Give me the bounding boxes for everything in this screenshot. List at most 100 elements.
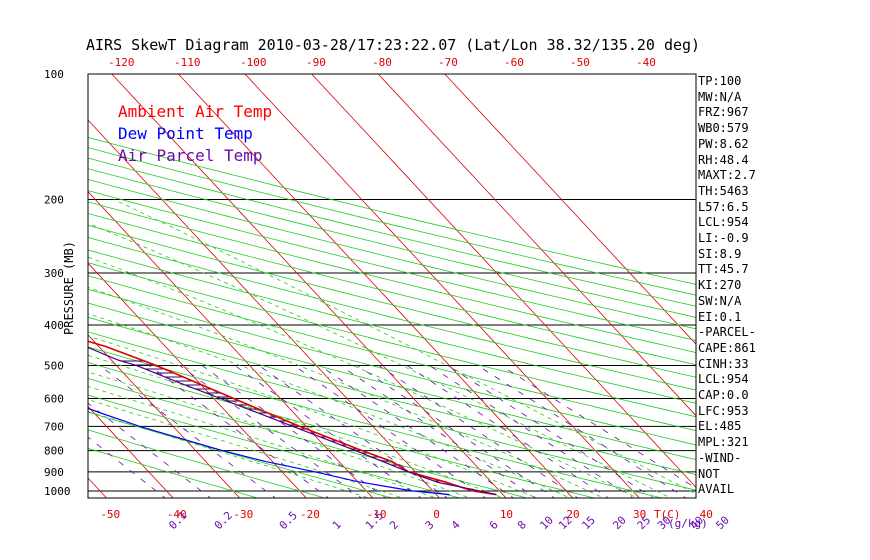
top-temp-tick-label: -120 (108, 56, 135, 69)
mixing-ratio-label: 2 (387, 518, 401, 532)
stat-item: TP:100 (698, 74, 742, 88)
pressure-tick-label: 200 (44, 194, 64, 207)
stat-item: FRZ:967 (698, 105, 749, 120)
dry-adiabat-line (88, 331, 696, 491)
mixing-ratio-label: 6 (487, 518, 501, 532)
isotherm-line (244, 74, 640, 498)
isotherm-line (88, 334, 241, 498)
top-temp-tick-label: -110 (174, 56, 201, 69)
stat-item: LCL:954 (698, 215, 749, 230)
bottom-temp-tick-label: -40 (167, 508, 187, 521)
stat-item: LI:-0.9 (698, 231, 749, 245)
mixing-ratio-label: 0.5 (277, 509, 300, 532)
stat-item: -PARCEL- (698, 325, 756, 340)
moist-adiabat-line (88, 354, 505, 498)
stat-item: CAPE:861 (698, 340, 756, 355)
stat-item: SI:8.9 (698, 246, 742, 261)
mixing-ratio-line (234, 365, 422, 498)
isotherm-line (88, 262, 307, 498)
isotherm-line (0, 74, 42, 500)
stat-item: SW:N/A (698, 293, 742, 308)
top-temp-tick-label: -50 (570, 56, 590, 69)
stat-item: CINH:33 (698, 356, 749, 371)
dry-adiabat-line (88, 224, 696, 378)
dry-adiabat-line (88, 302, 696, 460)
mixing-ratio-label: 0.2 (212, 509, 235, 532)
mixing-ratio-label: 15 (579, 514, 598, 533)
y-axis-label: PRESSURE (MB) (62, 241, 76, 335)
plot-area (0, 74, 696, 500)
stat-item: MPL:321 (698, 435, 749, 450)
stat-item: CAP:0.0 (698, 388, 749, 402)
moist-adiabat-line (88, 313, 572, 498)
stat-item: -WIND- (698, 450, 742, 465)
moist-adiabat-line (88, 399, 404, 498)
dry-adiabat-line (88, 411, 394, 498)
parcel-temp-line (88, 346, 497, 496)
mixing-ratio-line (293, 365, 487, 498)
top-temp-tick-label: -80 (372, 56, 392, 69)
mixing-ratio-label: 20 (610, 514, 629, 533)
moist-adiabat-line (88, 222, 672, 498)
dry-adiabat-line (88, 447, 260, 498)
dry-adiabat-line (88, 362, 597, 498)
bottom-temp-tick-label: 20 (566, 508, 579, 521)
isotherm-line (377, 74, 696, 417)
grid-lines (88, 73, 696, 492)
isotherm-line (88, 477, 108, 498)
bottom-temp-tick-label: 30 (633, 508, 646, 521)
mixing-ratio-line (357, 365, 556, 498)
dry-adiabat-line (88, 190, 696, 341)
mixing-ratio-label: 10 (537, 514, 556, 533)
mixing-ratio-line (148, 365, 330, 498)
pressure-tick-label: 700 (44, 420, 64, 433)
bottom-temp-tick-label: 10 (500, 508, 513, 521)
isotherm-line (111, 74, 507, 498)
top-temp-tick-label: -70 (438, 56, 458, 69)
bottom-temp-tick-label: -10 (367, 508, 387, 521)
mixing-ratio-line (447, 365, 654, 498)
mixing-ratio-label: 50 (713, 514, 732, 533)
stat-item: L57:6.5 (698, 199, 749, 214)
isotherm-line (311, 74, 696, 488)
pressure-tick-label: 600 (44, 392, 64, 405)
legend-parcel: Air Parcel Temp (118, 146, 263, 165)
chart-title: AIRS SkewT Diagram 2010-03-28/17:23:22.0… (86, 36, 701, 54)
stat-item: PW:8.62 (698, 136, 749, 151)
stat-item: KI:270 (698, 278, 742, 293)
stat-item: WB0:579 (698, 121, 749, 136)
temp-unit-label: T(C) (654, 508, 681, 521)
mixing-ratio-line (340, 365, 537, 498)
bottom-temp-tick-label: 40 (700, 508, 713, 521)
moist-adiabat-line (88, 286, 605, 498)
isotherm-line (88, 119, 441, 498)
pressure-tick-label: 900 (44, 466, 64, 479)
mixing-ratio-line (99, 365, 276, 498)
mixing-ratio-line (500, 365, 696, 489)
pressure-tick-label: 1000 (44, 485, 71, 498)
stat-item: LFC:953 (698, 403, 749, 418)
top-temp-tick-label: -90 (306, 56, 326, 69)
mixing-ratio-label: 8 (515, 518, 529, 532)
isotherm-line (444, 74, 696, 345)
dry-adiabat-line (88, 237, 696, 391)
legend-ambient: Ambient Air Temp (118, 102, 273, 121)
moist-adiabat-line (113, 199, 696, 495)
bottom-temp-tick-label: -50 (100, 508, 120, 521)
mixing-ratio-line (179, 365, 363, 498)
dry-adiabat-line (88, 249, 696, 404)
bottom-temp-tick-label: -20 (300, 508, 320, 521)
pressure-tick-label: 400 (44, 319, 64, 332)
moist-adiabat-line (88, 256, 639, 498)
dry-adiabat-line (88, 429, 327, 498)
stat-item: LCL:954 (698, 372, 749, 387)
pressure-tick-label: 500 (44, 359, 64, 372)
dry-adiabat-line (88, 346, 664, 498)
stat-item: TT:45.7 (698, 262, 749, 277)
dry-adiabat-line (88, 288, 696, 446)
mixing-ratio-line (201, 365, 387, 498)
bottom-temp-tick-label: 0 (433, 508, 440, 521)
dry-adiabat-line (88, 147, 696, 296)
mixing-ratio-line (88, 436, 166, 498)
